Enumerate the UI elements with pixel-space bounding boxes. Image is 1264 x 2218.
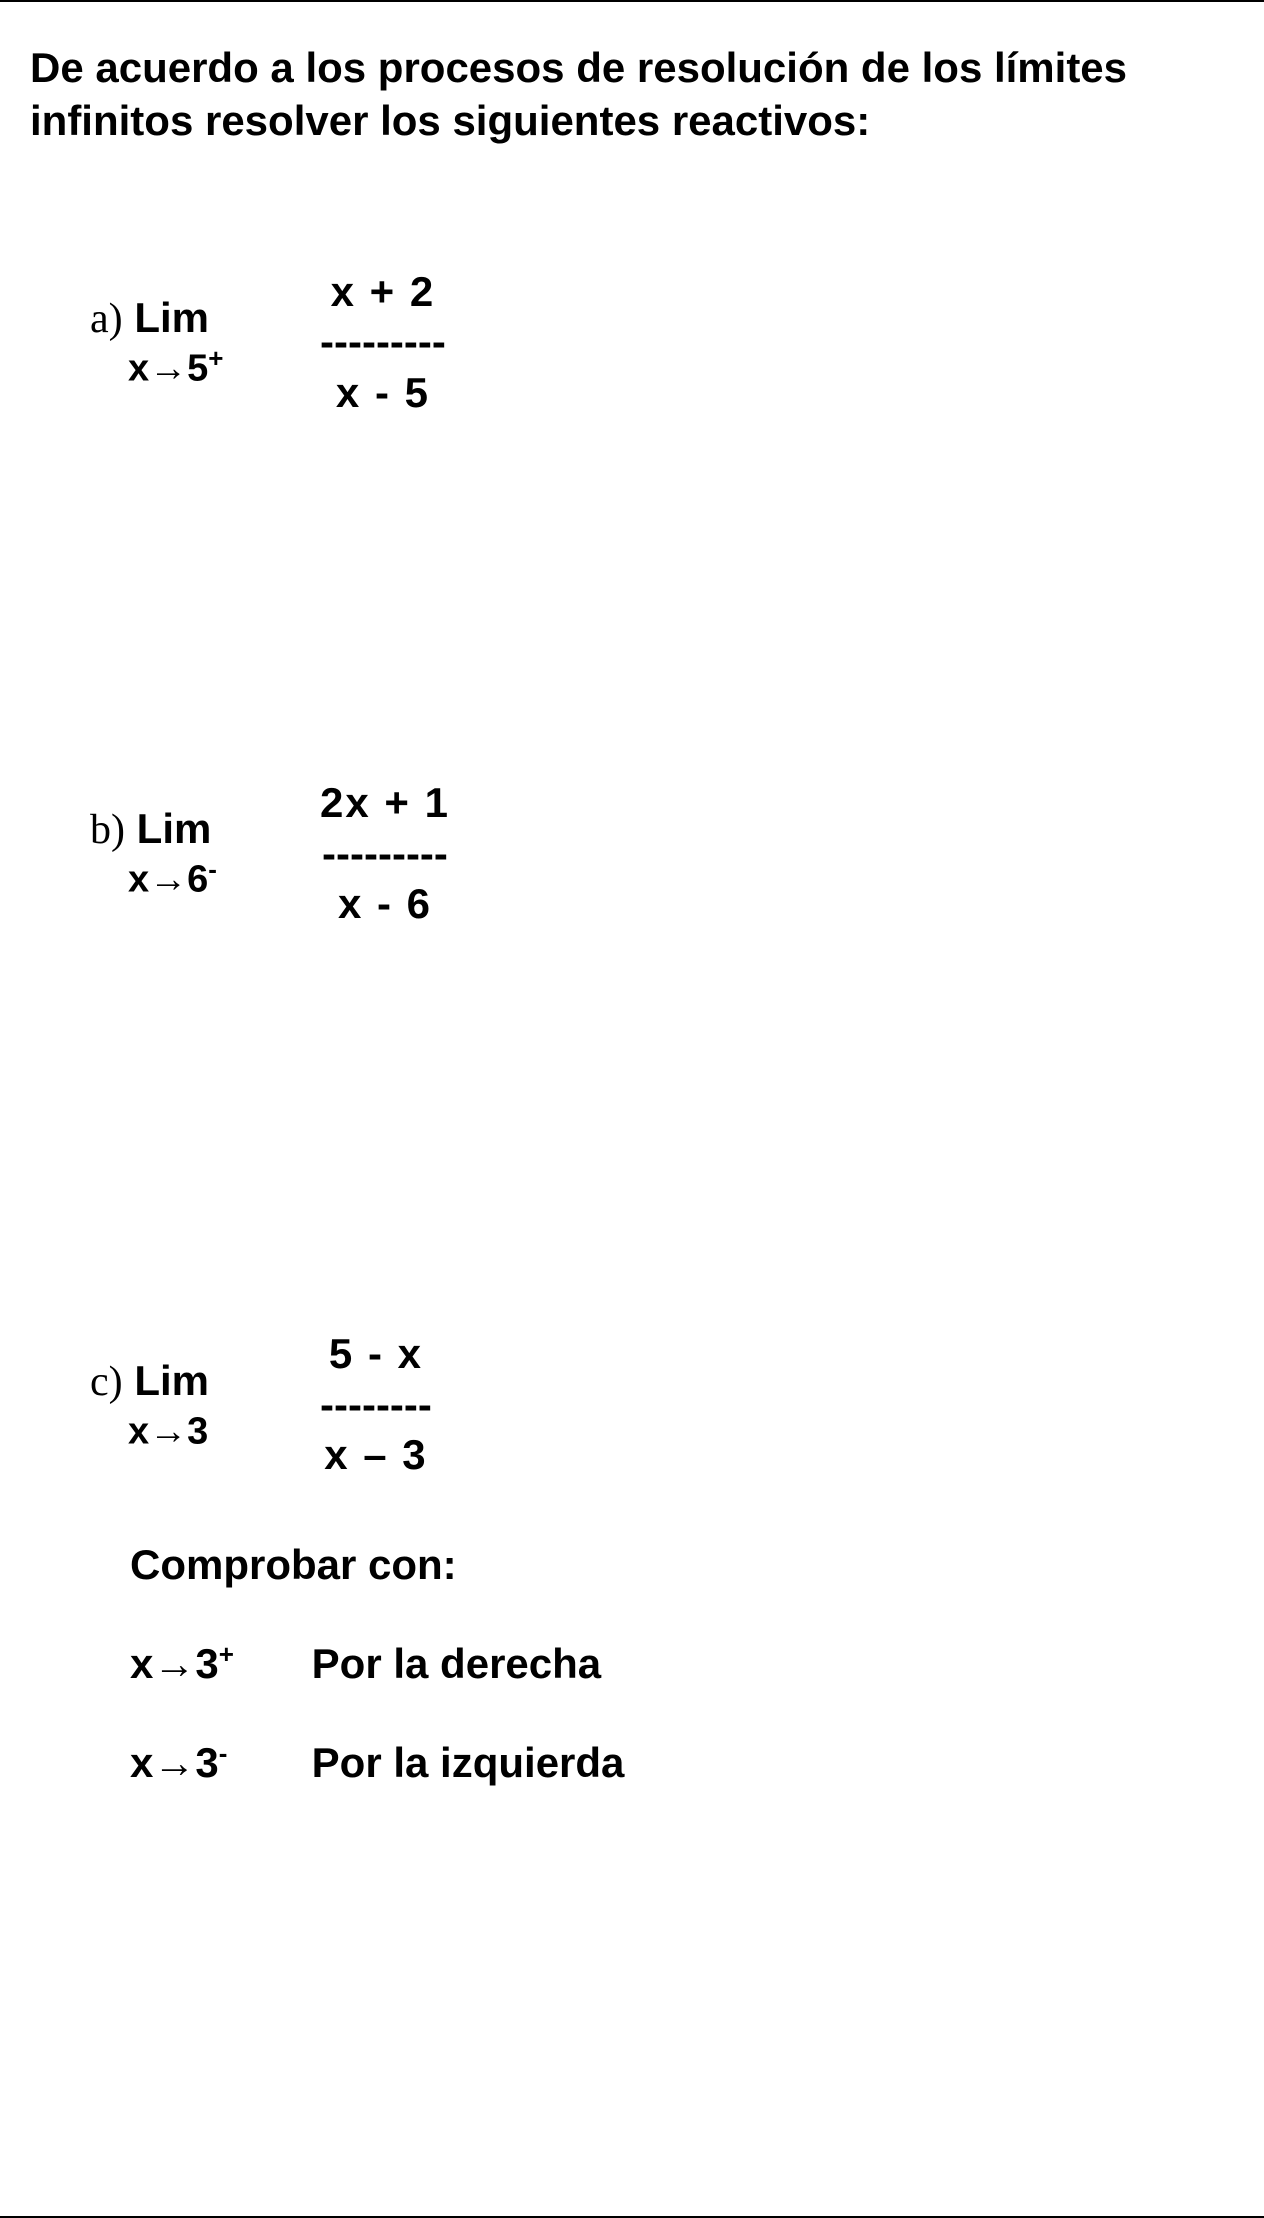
problem-c-approach: x→3 <box>128 1410 208 1452</box>
check-left-label: Por la izquierda <box>312 1739 625 1786</box>
problem-a-dash: --------- <box>320 317 446 367</box>
problem-b-numerator: 2x + 1 <box>320 778 450 828</box>
problem-b-dash: --------- <box>320 829 450 879</box>
problem-b: b) Lim x→6- 2x + 1 --------- x - 6 <box>90 778 1234 929</box>
problem-c-dash: -------- <box>320 1380 432 1430</box>
problem-b-denominator: x - 6 <box>320 879 450 929</box>
check-section: Comprobar con: x→3+ Por la derecha x→3- … <box>130 1541 1234 1787</box>
problem-a-approach: x→5 <box>128 348 208 390</box>
problem-a-approach-sup: + <box>208 343 223 373</box>
check-title: Comprobar con: <box>130 1541 1234 1589</box>
problem-c: c) Lim x→3 5 - x -------- x – 3 <box>90 1329 1234 1480</box>
instructions-text: De acuerdo a los procesos de resolución … <box>30 42 1234 147</box>
check-right-label: Por la derecha <box>312 1640 601 1687</box>
check-left-var: x→3 <box>130 1739 219 1786</box>
problem-b-letter: b) <box>90 807 125 853</box>
problem-a-letter: a) <box>90 296 123 342</box>
check-right-sup: + <box>219 1639 234 1669</box>
problem-b-approach-sup: - <box>208 854 217 884</box>
problem-a-numerator: x + 2 <box>320 267 446 317</box>
problem-c-lim: Lim <box>134 1357 209 1404</box>
problem-a: a) Lim x→5+ x + 2 --------- x - 5 <box>90 267 1234 418</box>
check-left-sup: - <box>219 1738 228 1768</box>
problem-c-letter: c) <box>90 1359 123 1405</box>
problem-c-denominator: x – 3 <box>320 1430 432 1480</box>
problem-b-approach: x→6 <box>128 859 208 901</box>
problem-b-lim: Lim <box>137 805 212 852</box>
problem-a-denominator: x - 5 <box>320 368 446 418</box>
check-right-var: x→3 <box>130 1640 219 1687</box>
page: De acuerdo a los procesos de resolución … <box>0 0 1264 2218</box>
problem-c-numerator: 5 - x <box>320 1329 432 1379</box>
problem-a-lim: Lim <box>134 294 209 341</box>
